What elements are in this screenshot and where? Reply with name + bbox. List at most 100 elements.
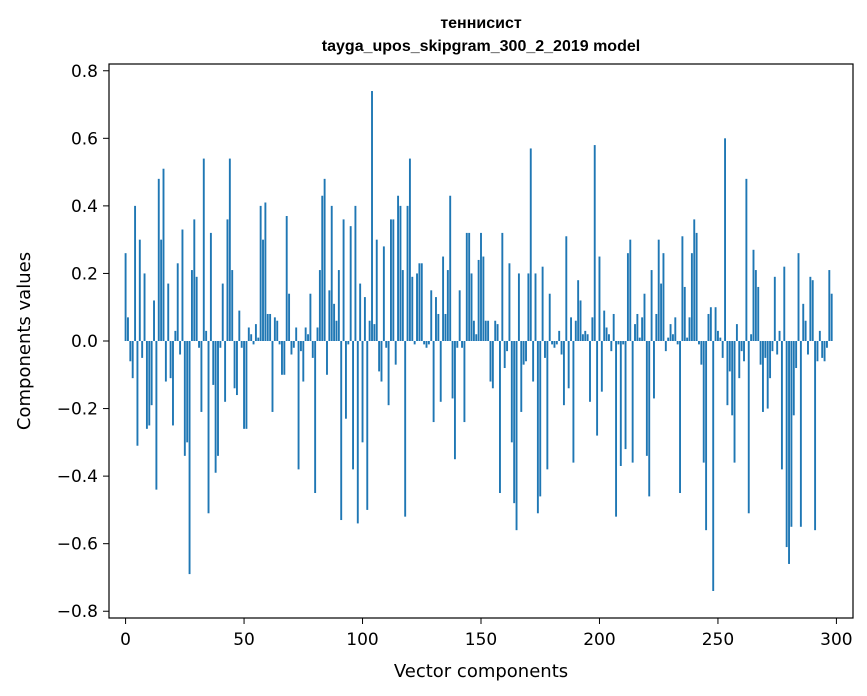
bar [186, 341, 189, 443]
y-tick-label: −0.8 [57, 602, 98, 622]
bar [288, 293, 291, 341]
bar [356, 341, 359, 524]
bar [572, 341, 575, 463]
bar [624, 341, 627, 450]
bar [608, 334, 610, 341]
bar [581, 334, 584, 341]
bar [515, 341, 518, 531]
bar [162, 168, 165, 341]
bar [664, 341, 667, 352]
bar [821, 341, 824, 358]
bar [382, 246, 385, 341]
bar [404, 341, 407, 517]
bar [586, 334, 589, 341]
bar [250, 334, 253, 341]
bar [548, 293, 551, 341]
bar [385, 341, 388, 348]
bar [311, 341, 314, 358]
bar [373, 324, 376, 341]
y-tick-label: 0.0 [71, 332, 98, 352]
bar [589, 341, 591, 402]
bar [446, 270, 449, 341]
bar [269, 313, 272, 341]
bar [231, 270, 234, 341]
bar [631, 341, 634, 463]
bar [217, 341, 219, 456]
bar [205, 330, 208, 341]
bar [375, 239, 378, 341]
bar [648, 341, 651, 497]
bar [359, 283, 362, 341]
bar [181, 229, 184, 341]
bar [169, 341, 172, 379]
x-tick-label: 300 [820, 630, 852, 650]
bar [693, 219, 696, 341]
y-tick-label: 0.2 [71, 264, 98, 284]
bar [224, 341, 227, 402]
bar [363, 297, 366, 341]
bar [816, 341, 819, 362]
bar [401, 270, 404, 341]
bar [740, 341, 743, 352]
y-axis-label: Components values [14, 252, 35, 430]
bar [622, 341, 625, 345]
bar [560, 341, 563, 355]
bar [662, 253, 665, 341]
bar [371, 91, 373, 342]
x-tick-label: 200 [583, 630, 615, 650]
bar [458, 290, 461, 341]
bar [254, 324, 257, 341]
bar [344, 341, 347, 419]
bar [475, 334, 478, 341]
bar [195, 276, 198, 341]
bar [354, 205, 357, 341]
bar [773, 276, 776, 341]
bar [702, 341, 705, 463]
bar [150, 341, 153, 406]
bar [653, 341, 655, 399]
bar [562, 341, 565, 406]
bar [714, 307, 717, 341]
bar [811, 280, 814, 341]
bar [690, 253, 693, 341]
bar [510, 341, 513, 443]
bar [366, 341, 369, 510]
bar [347, 341, 350, 345]
bar [650, 270, 653, 341]
bar [228, 158, 231, 341]
bar [551, 341, 554, 345]
bar [127, 317, 129, 341]
bar [728, 341, 731, 372]
bar [183, 341, 186, 456]
bar [522, 341, 525, 365]
y-tick-label: −0.4 [57, 467, 98, 487]
bar [437, 313, 440, 341]
chart-subtitle: tayga_upos_skipgram_300_2_2019 model [322, 38, 640, 55]
bar [743, 341, 745, 362]
bar [273, 317, 276, 341]
bar [141, 341, 144, 358]
bar [252, 341, 255, 345]
bar [574, 320, 577, 341]
bar [513, 341, 516, 504]
bar [444, 313, 447, 341]
bar [290, 341, 293, 355]
bar [484, 320, 487, 341]
bar [828, 270, 831, 341]
bar [790, 341, 793, 527]
bar [285, 216, 288, 341]
bar [745, 178, 748, 341]
bar [593, 145, 596, 341]
bar [449, 195, 452, 341]
bar [671, 334, 674, 341]
bar [295, 327, 298, 341]
y-tick-label: 0.4 [71, 197, 98, 217]
bar [541, 266, 544, 341]
bar [638, 337, 641, 341]
bar [390, 219, 392, 341]
bar [629, 239, 632, 341]
bar [733, 341, 736, 463]
bar [705, 341, 708, 531]
bar [799, 341, 802, 527]
